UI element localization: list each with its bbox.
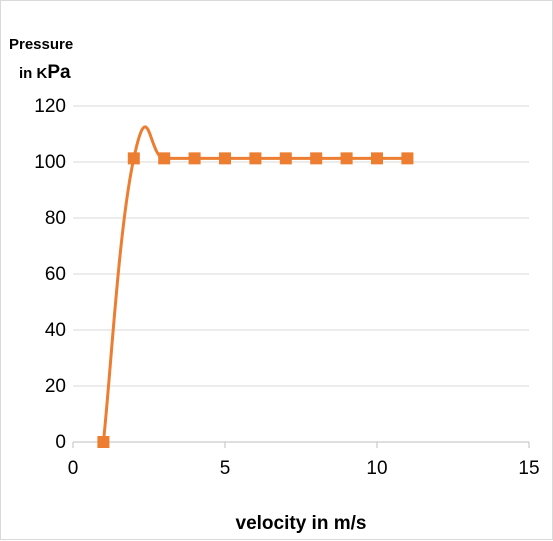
y-axis-label-line2: in KPa [19, 62, 71, 83]
axes [72, 441, 530, 448]
y-tick-label: 40 [45, 320, 66, 341]
data-point-marker [310, 152, 323, 165]
data-point-marker [97, 436, 110, 448]
data-series [97, 125, 414, 448]
data-point-marker [188, 152, 201, 165]
data-point-marker [279, 152, 292, 165]
x-tick-label: 15 [518, 458, 539, 479]
data-point-marker [127, 152, 140, 165]
y-tick-label: 80 [45, 208, 66, 229]
y-tick-label: 120 [34, 96, 66, 117]
data-point-marker [371, 152, 383, 165]
y-tick-label: 20 [45, 376, 66, 397]
data-point-marker [158, 152, 171, 165]
x-tick-label: 0 [68, 458, 79, 479]
y-axis-label-line1: Pressure [9, 36, 73, 53]
data-point-marker [340, 152, 353, 165]
tick-labels: 0 20 40 60 80 100 120 0 5 10 15 [34, 96, 539, 479]
data-point-marker [249, 152, 262, 165]
y-tick-label: 60 [45, 264, 66, 285]
gridlines [73, 105, 529, 443]
x-axis-label: velocity in m/s [236, 513, 367, 534]
y-axis-label-prefix: in K [19, 65, 47, 82]
y-axis-label-unit: Pa [47, 62, 71, 83]
x-tick-label: 10 [366, 458, 387, 479]
series-line [101, 125, 408, 443]
y-tick-label: 100 [34, 152, 66, 173]
y-tick-label: 0 [55, 432, 66, 453]
data-point-marker [401, 152, 414, 165]
data-point-marker [219, 152, 231, 165]
x-tick-label: 5 [220, 458, 231, 479]
